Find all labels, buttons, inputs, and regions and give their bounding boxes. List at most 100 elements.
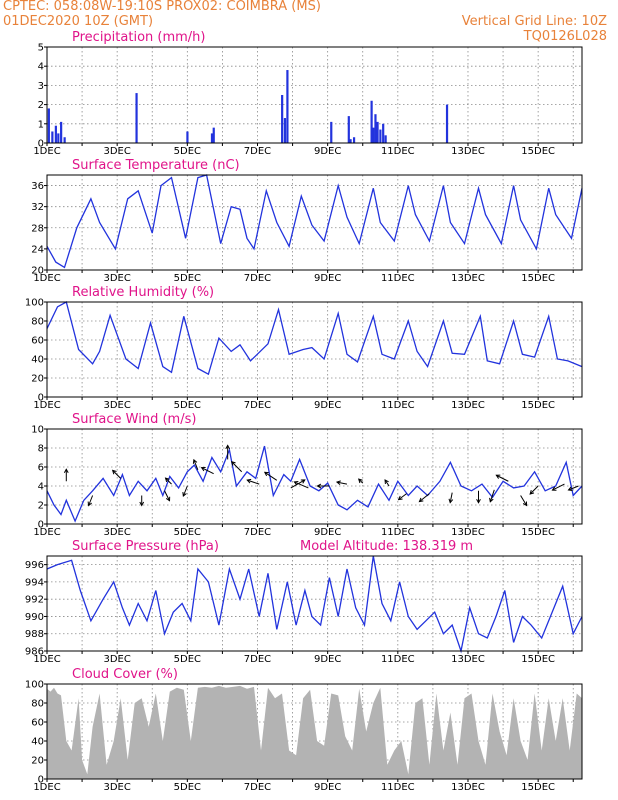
precip-xtick-label: 9DEC xyxy=(314,146,341,157)
temperature-xtick-label: 5DEC xyxy=(174,273,201,284)
humidity-xtick-label: 7DEC xyxy=(244,400,271,411)
pressure-series-line xyxy=(46,555,583,654)
precip-bar xyxy=(186,131,189,143)
wind-wind-arrowhead xyxy=(293,481,299,486)
temperature-xtick-label: 13DEC xyxy=(451,273,485,284)
wind-xtick-label: 9DEC xyxy=(314,527,341,538)
temperature-xtick-label: 3DEC xyxy=(103,273,130,284)
precip-xtick-label: 1DEC xyxy=(33,146,60,157)
wind-wind-arrow xyxy=(419,493,430,502)
humidity-xtick-label: 11DEC xyxy=(381,400,415,411)
wind-wind-arrow xyxy=(496,474,509,482)
pressure-xtick-label: 7DEC xyxy=(244,654,271,665)
cloud-panel: 0 20 40 60 80 100 1DEC 3DEC 5DEC 7DEC 9DEC 11DEC 13D… xyxy=(25,667,583,793)
wind-ytick-label: 8 xyxy=(38,444,44,455)
precip-bar xyxy=(286,70,289,143)
wind-wind-arrow xyxy=(247,479,260,485)
humidity-ytick-label: 80 xyxy=(31,317,44,328)
wind-wind-arrowhead xyxy=(246,478,252,484)
precip-bar xyxy=(47,108,50,143)
wind-wind-arrowhead xyxy=(384,479,389,485)
wind-wind-arrowhead xyxy=(522,501,528,507)
humidity-xtick-label: 15DEC xyxy=(521,400,555,411)
precip-bar xyxy=(51,131,54,143)
precip-xtick-label: 13DEC xyxy=(451,146,485,157)
cloud-ytick-label: 80 xyxy=(31,699,44,710)
pressure-ytick-label: 986 xyxy=(25,647,44,658)
cloud-xtick-label: 3DEC xyxy=(103,782,130,793)
cloud-ytick-label: 20 xyxy=(31,756,44,767)
humidity-title: Relative Humidity (%) xyxy=(72,285,214,300)
precip-ytick-label: 3 xyxy=(38,81,44,92)
temperature-ytick-label: 20 xyxy=(31,266,44,277)
wind-wind-arrowhead xyxy=(139,501,145,507)
pressure-xtick-label: 15DEC xyxy=(521,654,555,665)
wind-wind-arrowhead xyxy=(397,495,403,501)
pressure-panel: 986 988 990 992 994 996 1DEC 3DEC 5DEC 7DEC 9DEC 11… xyxy=(25,539,583,665)
wind-wind-arrowhead xyxy=(418,497,424,503)
pressure-xtick-label: 11DEC xyxy=(381,654,415,665)
wind-wind-arrow xyxy=(568,485,579,491)
wind-wind-arrowhead xyxy=(165,496,171,502)
precip-ytick-label: 0 xyxy=(38,139,44,150)
pressure-ytick-label: 988 xyxy=(25,629,44,640)
wind-wind-arrow xyxy=(231,461,243,473)
pressure-ytick-label: 992 xyxy=(25,595,44,606)
wind-xtick-label: 1DEC xyxy=(33,527,60,538)
precip-frame xyxy=(46,46,583,144)
wind-wind-arrow xyxy=(182,485,188,497)
cloud-title: Cloud Cover (%) xyxy=(72,667,178,682)
cloud-frame xyxy=(46,683,583,780)
temperature-panel: 20 24 28 32 36 1DEC 3DEC 5DEC 7DEC 9DEC 11DEC 13DEC… xyxy=(31,158,583,284)
wind-wind-arrow xyxy=(193,459,199,471)
humidity-ytick-label: 100 xyxy=(25,298,44,309)
humidity-xtick-label: 3DEC xyxy=(103,400,130,411)
cloud-xtick-label: 5DEC xyxy=(174,782,201,793)
wind-wind-arrowhead xyxy=(300,479,306,484)
wind-xtick-label: 5DEC xyxy=(174,527,201,538)
wind-wind-arrow xyxy=(529,485,539,495)
cloud-area xyxy=(47,685,582,779)
pressure-xtick-label: 5DEC xyxy=(174,654,201,665)
cloud-ytick-label: 60 xyxy=(31,718,44,729)
temperature-title: Surface Temperature (nC) xyxy=(72,158,240,173)
cloud-ytick-label: 100 xyxy=(25,680,44,691)
humidity-xtick-label: 1DEC xyxy=(33,400,60,411)
wind-wind-arrow xyxy=(489,489,495,502)
cloud-xtick-label: 7DEC xyxy=(244,782,271,793)
temperature-ytick-label: 24 xyxy=(31,244,44,255)
panels: 0 1 2 3 4 5 1DEC 3DEC 5DEC 7DEC 9DEC 11DEC 13DEC 15DE… xyxy=(25,30,583,793)
humidity-xtick-label: 9DEC xyxy=(314,400,341,411)
pressure-xtick-label: 9DEC xyxy=(314,654,341,665)
precip-panel: 0 1 2 3 4 5 1DEC 3DEC 5DEC 7DEC 9DEC 11DEC 13DEC 15DE… xyxy=(33,30,583,157)
wind-wind-arrowhead xyxy=(182,491,187,497)
precip-title: Precipitation (mm/h) xyxy=(72,30,205,45)
humidity-xtick-label: 5DEC xyxy=(174,400,201,411)
temperature-xtick-label: 7DEC xyxy=(244,273,271,284)
precip-ytick-label: 1 xyxy=(38,119,44,130)
wind-wind-arrowhead xyxy=(476,498,481,504)
pressure-xtick-label: 1DEC xyxy=(33,654,60,665)
precip-bar xyxy=(384,135,387,143)
wind-wind-arrow xyxy=(449,492,453,503)
humidity-xtick-label: 13DEC xyxy=(451,400,485,411)
precip-bar xyxy=(349,139,352,143)
wind-wind-arrowhead xyxy=(551,486,557,491)
precip-bar xyxy=(372,127,375,143)
precip-bar xyxy=(212,127,215,143)
wind-wind-arrow xyxy=(112,470,122,479)
precip-xtick-label: 3DEC xyxy=(103,146,130,157)
header-grid-note: Vertical Grid Line: 10Z xyxy=(462,14,607,29)
pressure-frame xyxy=(46,555,583,652)
cloud-xtick-label: 9DEC xyxy=(314,782,341,793)
precip-bar xyxy=(370,100,373,143)
temperature-xtick-label: 1DEC xyxy=(33,273,60,284)
precip-ytick-label: 5 xyxy=(38,43,44,54)
wind-wind-arrowhead xyxy=(335,480,341,486)
precip-bar xyxy=(60,121,63,143)
precip-bar xyxy=(135,93,138,143)
precip-bar xyxy=(374,114,377,143)
pressure-annotation: Model Altitude: 138.319 m xyxy=(300,539,473,554)
pressure-xtick-label: 3DEC xyxy=(103,654,130,665)
